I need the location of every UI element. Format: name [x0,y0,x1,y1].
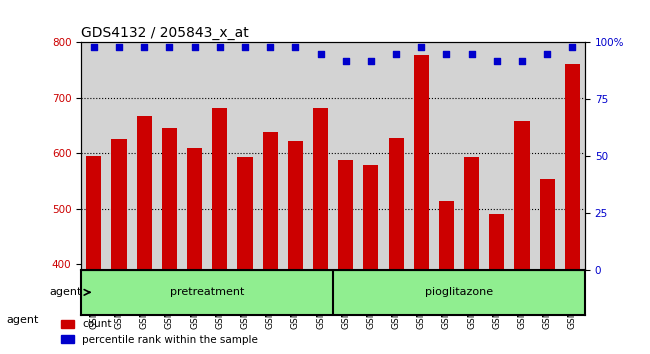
Point [290,44,300,50]
Bar [263,132,278,270]
Point [416,44,426,50]
Point [315,51,326,57]
Point [139,44,150,50]
Point [164,44,175,50]
Text: GDS4132 / 205843_x_at: GDS4132 / 205843_x_at [81,26,249,40]
Text: agent: agent [49,287,81,297]
Bar [136,116,151,270]
Bar [313,108,328,270]
Bar [112,139,127,270]
Bar [413,55,429,270]
Point [189,44,200,50]
Point [491,58,502,63]
Bar [540,179,554,270]
Bar [288,141,303,270]
Point [265,44,276,50]
Bar [439,201,454,270]
Bar [162,129,177,270]
Bar [389,138,404,270]
Point [391,51,401,57]
Bar [338,160,354,270]
Point [441,51,452,57]
Text: pretreatment: pretreatment [170,287,244,297]
Point [542,51,552,57]
Point [517,58,527,63]
Bar [212,108,227,270]
Point [341,58,351,63]
Point [240,44,250,50]
Point [214,44,225,50]
Point [467,51,477,57]
Legend: count, percentile rank within the sample: count, percentile rank within the sample [57,315,262,349]
Bar [464,157,479,270]
Bar [565,63,580,270]
Point [114,44,124,50]
Bar [514,121,530,270]
Bar [489,214,504,270]
Point [88,44,99,50]
Bar [187,148,202,270]
Text: agent: agent [6,315,39,325]
Bar [363,165,378,270]
Point [366,58,376,63]
Point [567,44,578,50]
Text: pioglitazone: pioglitazone [425,287,493,297]
Bar [237,157,252,270]
Bar [86,156,101,270]
